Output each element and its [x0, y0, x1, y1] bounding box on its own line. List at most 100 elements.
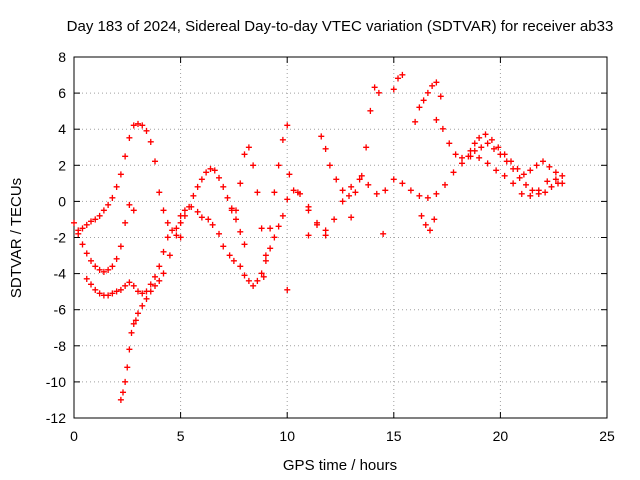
- data-point: +: [160, 203, 167, 217]
- data-point: +: [209, 218, 216, 232]
- data-point: +: [205, 212, 212, 226]
- data-point: +: [484, 156, 491, 170]
- data-point: +: [152, 279, 159, 293]
- data-point: +: [160, 267, 167, 281]
- data-point: +: [143, 285, 150, 299]
- data-point: +: [220, 180, 227, 194]
- data-point: +: [254, 274, 261, 288]
- data-point: +: [160, 245, 167, 259]
- data-point: +: [465, 149, 472, 163]
- data-point: +: [250, 158, 257, 172]
- data-point: +: [79, 238, 86, 252]
- data-point: +: [258, 267, 265, 281]
- y-tick-label: 4: [58, 121, 66, 137]
- data-point: +: [105, 263, 112, 277]
- data-point: +: [482, 128, 489, 142]
- data-point: +: [88, 254, 95, 268]
- data-point: +: [267, 241, 274, 255]
- data-point: +: [260, 270, 267, 284]
- data-point: +: [134, 306, 141, 320]
- data-point: +: [130, 203, 137, 217]
- data-point: +: [250, 279, 257, 293]
- data-point: +: [152, 155, 159, 169]
- data-point: +: [164, 231, 171, 245]
- data-point: +: [96, 209, 103, 223]
- data-point: +: [126, 276, 133, 290]
- data-point: +: [122, 375, 129, 389]
- data-point: +: [139, 286, 146, 300]
- data-point: +: [79, 221, 86, 235]
- data-point: +: [446, 137, 453, 151]
- data-point: +: [540, 155, 547, 169]
- data-point: +: [363, 140, 370, 154]
- data-point: +: [399, 176, 406, 190]
- y-tick-label: 2: [58, 157, 66, 173]
- data-point: +: [228, 202, 235, 216]
- data-point: +: [294, 185, 301, 199]
- data-point: +: [478, 140, 485, 154]
- data-point: +: [459, 156, 466, 170]
- data-point: +: [510, 176, 517, 190]
- data-point: +: [262, 254, 269, 268]
- x-tick-label: 10: [279, 428, 295, 444]
- data-point: +: [484, 137, 491, 151]
- data-point: +: [514, 162, 521, 176]
- data-point: +: [488, 133, 495, 147]
- data-point: +: [143, 292, 150, 306]
- data-point: +: [322, 142, 329, 156]
- data-point: +: [416, 101, 423, 115]
- data-point: +: [181, 209, 188, 223]
- data-point: +: [510, 162, 517, 176]
- x-axis-label: GPS time / hours: [283, 457, 397, 474]
- data-point: +: [476, 131, 483, 145]
- data-point: +: [120, 386, 127, 400]
- data-point: +: [122, 216, 129, 230]
- data-point: +: [233, 203, 240, 217]
- data-point: +: [220, 240, 227, 254]
- data-point: +: [554, 176, 561, 190]
- data-point: +: [437, 90, 444, 104]
- data-point: +: [520, 167, 527, 181]
- data-point: +: [75, 223, 82, 237]
- data-point: +: [237, 259, 244, 273]
- data-point: +: [96, 286, 103, 300]
- data-point: +: [113, 285, 120, 299]
- data-point: +: [113, 252, 120, 266]
- data-point: +: [367, 104, 374, 118]
- data-point: +: [169, 223, 176, 237]
- data-point: +: [152, 270, 159, 284]
- data-point: +: [424, 191, 431, 205]
- y-tick-label: -2: [54, 230, 67, 246]
- y-tick-label: -6: [54, 302, 67, 318]
- y-tick-label: -10: [46, 374, 66, 390]
- data-point: +: [399, 68, 406, 82]
- data-point: +: [117, 167, 124, 181]
- data-point: +: [226, 249, 233, 263]
- data-point: +: [100, 288, 107, 302]
- grid-lines: [73, 56, 608, 419]
- data-point: +: [109, 286, 116, 300]
- data-point: +: [211, 164, 218, 178]
- data-point: +: [241, 268, 248, 282]
- data-point: +: [194, 205, 201, 219]
- data-point: +: [147, 135, 154, 149]
- data-points: ++++++++++++++++++++++++++++++++++++++++…: [70, 68, 565, 407]
- data-point: +: [245, 140, 252, 154]
- data-point: +: [279, 209, 286, 223]
- data-point: +: [109, 259, 116, 273]
- data-point: +: [194, 180, 201, 194]
- data-point: +: [450, 166, 457, 180]
- data-point: +: [495, 140, 502, 154]
- data-point: +: [333, 173, 340, 187]
- data-point: +: [552, 173, 559, 187]
- data-point: +: [418, 209, 425, 223]
- axis-ticks: 0 5 10 15 20 25 -12 -10 -8 -6 -4 -2 0 2 4 6 8: [46, 49, 615, 444]
- data-point: +: [156, 274, 163, 288]
- data-point: +: [177, 209, 184, 223]
- data-point: +: [412, 115, 419, 129]
- data-point: +: [166, 249, 173, 263]
- data-point: +: [254, 185, 261, 199]
- data-point: +: [420, 93, 427, 107]
- data-point: +: [279, 133, 286, 147]
- data-point: +: [224, 191, 231, 205]
